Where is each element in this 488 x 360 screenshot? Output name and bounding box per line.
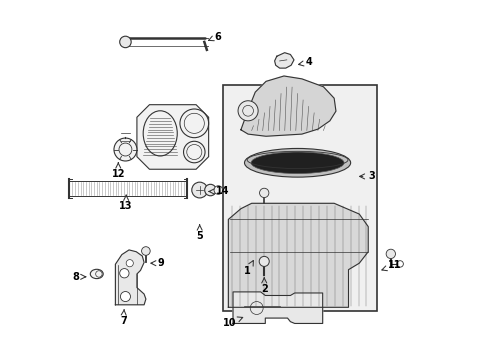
Text: 13: 13 bbox=[119, 195, 133, 211]
FancyBboxPatch shape bbox=[223, 85, 376, 311]
Ellipse shape bbox=[251, 152, 344, 174]
Circle shape bbox=[114, 138, 137, 161]
Text: 8: 8 bbox=[72, 272, 85, 282]
Polygon shape bbox=[115, 250, 145, 305]
Polygon shape bbox=[241, 76, 335, 136]
Circle shape bbox=[238, 101, 258, 121]
Circle shape bbox=[259, 188, 268, 198]
Ellipse shape bbox=[90, 269, 103, 279]
Circle shape bbox=[120, 269, 129, 278]
Circle shape bbox=[120, 36, 131, 48]
Text: 2: 2 bbox=[260, 278, 267, 294]
Polygon shape bbox=[274, 53, 293, 68]
Text: 1: 1 bbox=[244, 261, 253, 276]
Polygon shape bbox=[137, 105, 208, 169]
Ellipse shape bbox=[244, 148, 350, 177]
Text: 10: 10 bbox=[222, 317, 242, 328]
Text: 12: 12 bbox=[111, 163, 125, 179]
Text: 11: 11 bbox=[381, 260, 401, 271]
Text: 14: 14 bbox=[209, 186, 228, 197]
Circle shape bbox=[126, 260, 133, 267]
Circle shape bbox=[204, 184, 216, 196]
Text: 4: 4 bbox=[298, 57, 312, 67]
Circle shape bbox=[142, 247, 150, 255]
Circle shape bbox=[120, 292, 130, 302]
Circle shape bbox=[214, 186, 222, 194]
Text: 3: 3 bbox=[359, 171, 374, 181]
Circle shape bbox=[386, 249, 395, 258]
Text: 5: 5 bbox=[196, 225, 203, 240]
Text: 9: 9 bbox=[151, 258, 164, 268]
Ellipse shape bbox=[96, 271, 102, 277]
Polygon shape bbox=[233, 292, 322, 323]
Text: 7: 7 bbox=[120, 310, 126, 325]
Circle shape bbox=[259, 256, 269, 266]
Text: 6: 6 bbox=[208, 32, 221, 41]
Polygon shape bbox=[228, 203, 367, 307]
Circle shape bbox=[191, 182, 207, 198]
